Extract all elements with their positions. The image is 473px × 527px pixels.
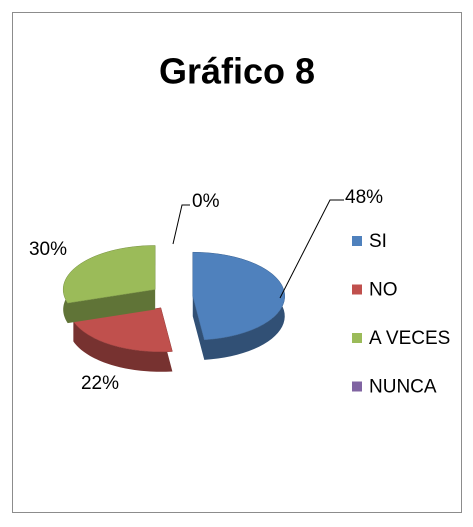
legend-swatch bbox=[352, 236, 362, 246]
legend-label: NO bbox=[369, 280, 398, 301]
data-label: 22% bbox=[81, 373, 119, 394]
slice-top bbox=[72, 307, 173, 353]
legend-label: A VECES bbox=[369, 328, 450, 349]
slice-top bbox=[62, 245, 156, 304]
chart-title: Gráfico 8 bbox=[159, 51, 315, 92]
slice-top bbox=[192, 251, 285, 341]
legend-label: SI bbox=[369, 231, 387, 252]
data-label: 0% bbox=[192, 191, 220, 212]
legend-swatch bbox=[352, 284, 362, 295]
pie-slice bbox=[62, 245, 156, 324]
leader-line bbox=[279, 199, 344, 299]
pie-slice bbox=[192, 251, 285, 360]
data-label: 30% bbox=[29, 239, 67, 260]
legend-label: NUNCA bbox=[369, 377, 437, 398]
legend-swatch bbox=[352, 333, 362, 343]
pie-slice bbox=[72, 307, 173, 372]
leader-line bbox=[172, 204, 190, 245]
legend-swatch bbox=[352, 381, 362, 392]
data-label: 48% bbox=[345, 187, 383, 208]
